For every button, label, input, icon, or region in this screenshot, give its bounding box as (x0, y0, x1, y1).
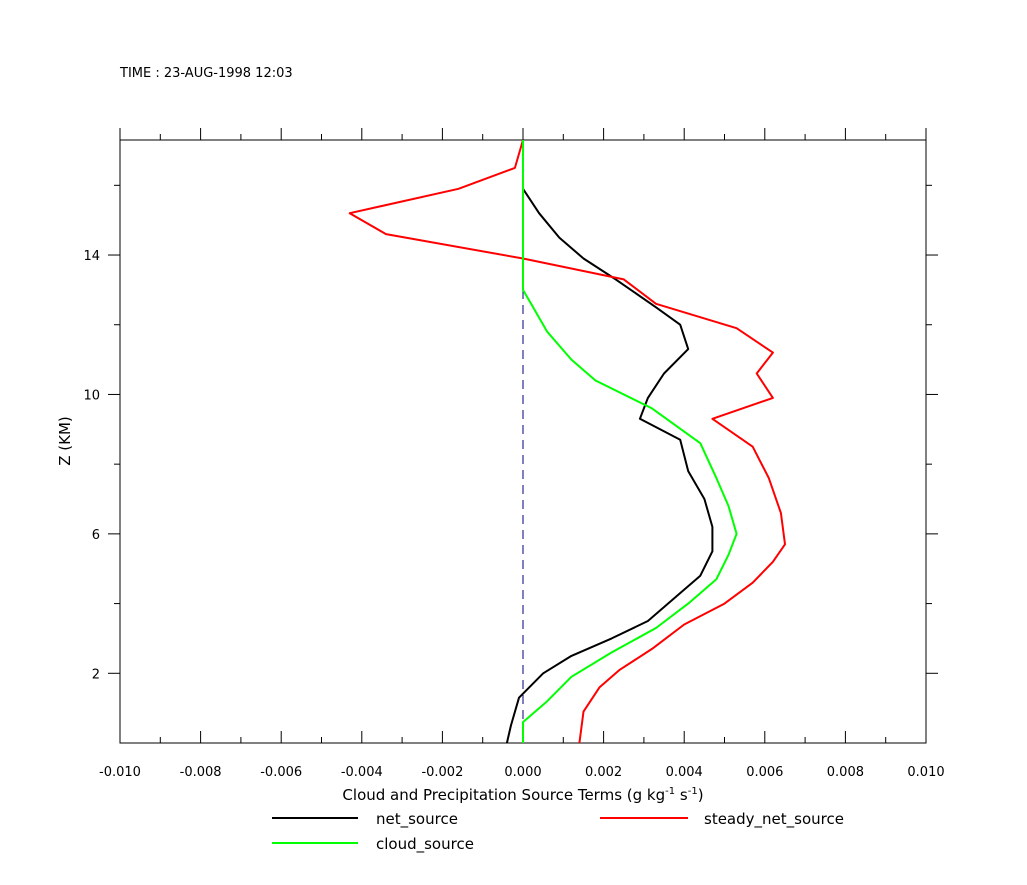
x-tick-label: -0.010 (99, 765, 141, 780)
legend-label-cloud-source: cloud_source (376, 835, 474, 854)
y-axis-label: Z (KM) (56, 416, 74, 466)
x-axis-label-main: Cloud and Precipitation Source Terms (g … (342, 786, 665, 804)
series-line-steady-net-source (348, 139, 786, 744)
legend: net_source cloud_source steady_net_sourc… (272, 810, 844, 854)
y-tick-label: 2 (92, 667, 100, 682)
x-tick-label: -0.006 (260, 765, 302, 780)
y-tick-label: 14 (83, 249, 100, 264)
axis-ticks (108, 128, 938, 743)
x-axis-label-mid: s (675, 786, 688, 804)
y-tick-label: 10 (83, 388, 100, 403)
x-tick-label: -0.004 (341, 765, 383, 780)
legend-label-net-source: net_source (376, 810, 458, 829)
x-tick-label: 0.002 (585, 765, 622, 780)
x-tick-label: 0.000 (504, 765, 541, 780)
x-tick-label: -0.002 (421, 765, 463, 780)
x-tick-label: 0.004 (666, 765, 703, 780)
axis-tick-labels: -0.010 -0.008 -0.006 -0.004 -0.002 0.000 0.002… (83, 249, 944, 780)
x-tick-label: -0.008 (180, 765, 222, 780)
series-line-cloud-source (522, 140, 738, 743)
series-line-net-source (505, 140, 714, 744)
x-tick-label: 0.008 (827, 765, 864, 780)
y-tick-label: 6 (92, 528, 100, 543)
x-axis-label-exp2: -1 (688, 786, 698, 797)
x-axis-label: Cloud and Precipitation Source Terms (g … (342, 786, 703, 804)
series-lines (348, 139, 786, 744)
x-tick-label: 0.010 (907, 765, 944, 780)
legend-label-steady-net-source: steady_net_source (704, 810, 844, 829)
x-axis-label-end: ) (698, 786, 704, 804)
x-tick-label: 0.006 (746, 765, 783, 780)
time-label: TIME : 23-AUG-1998 12:03 (120, 66, 293, 81)
x-axis-label-exp1: -1 (665, 786, 675, 797)
